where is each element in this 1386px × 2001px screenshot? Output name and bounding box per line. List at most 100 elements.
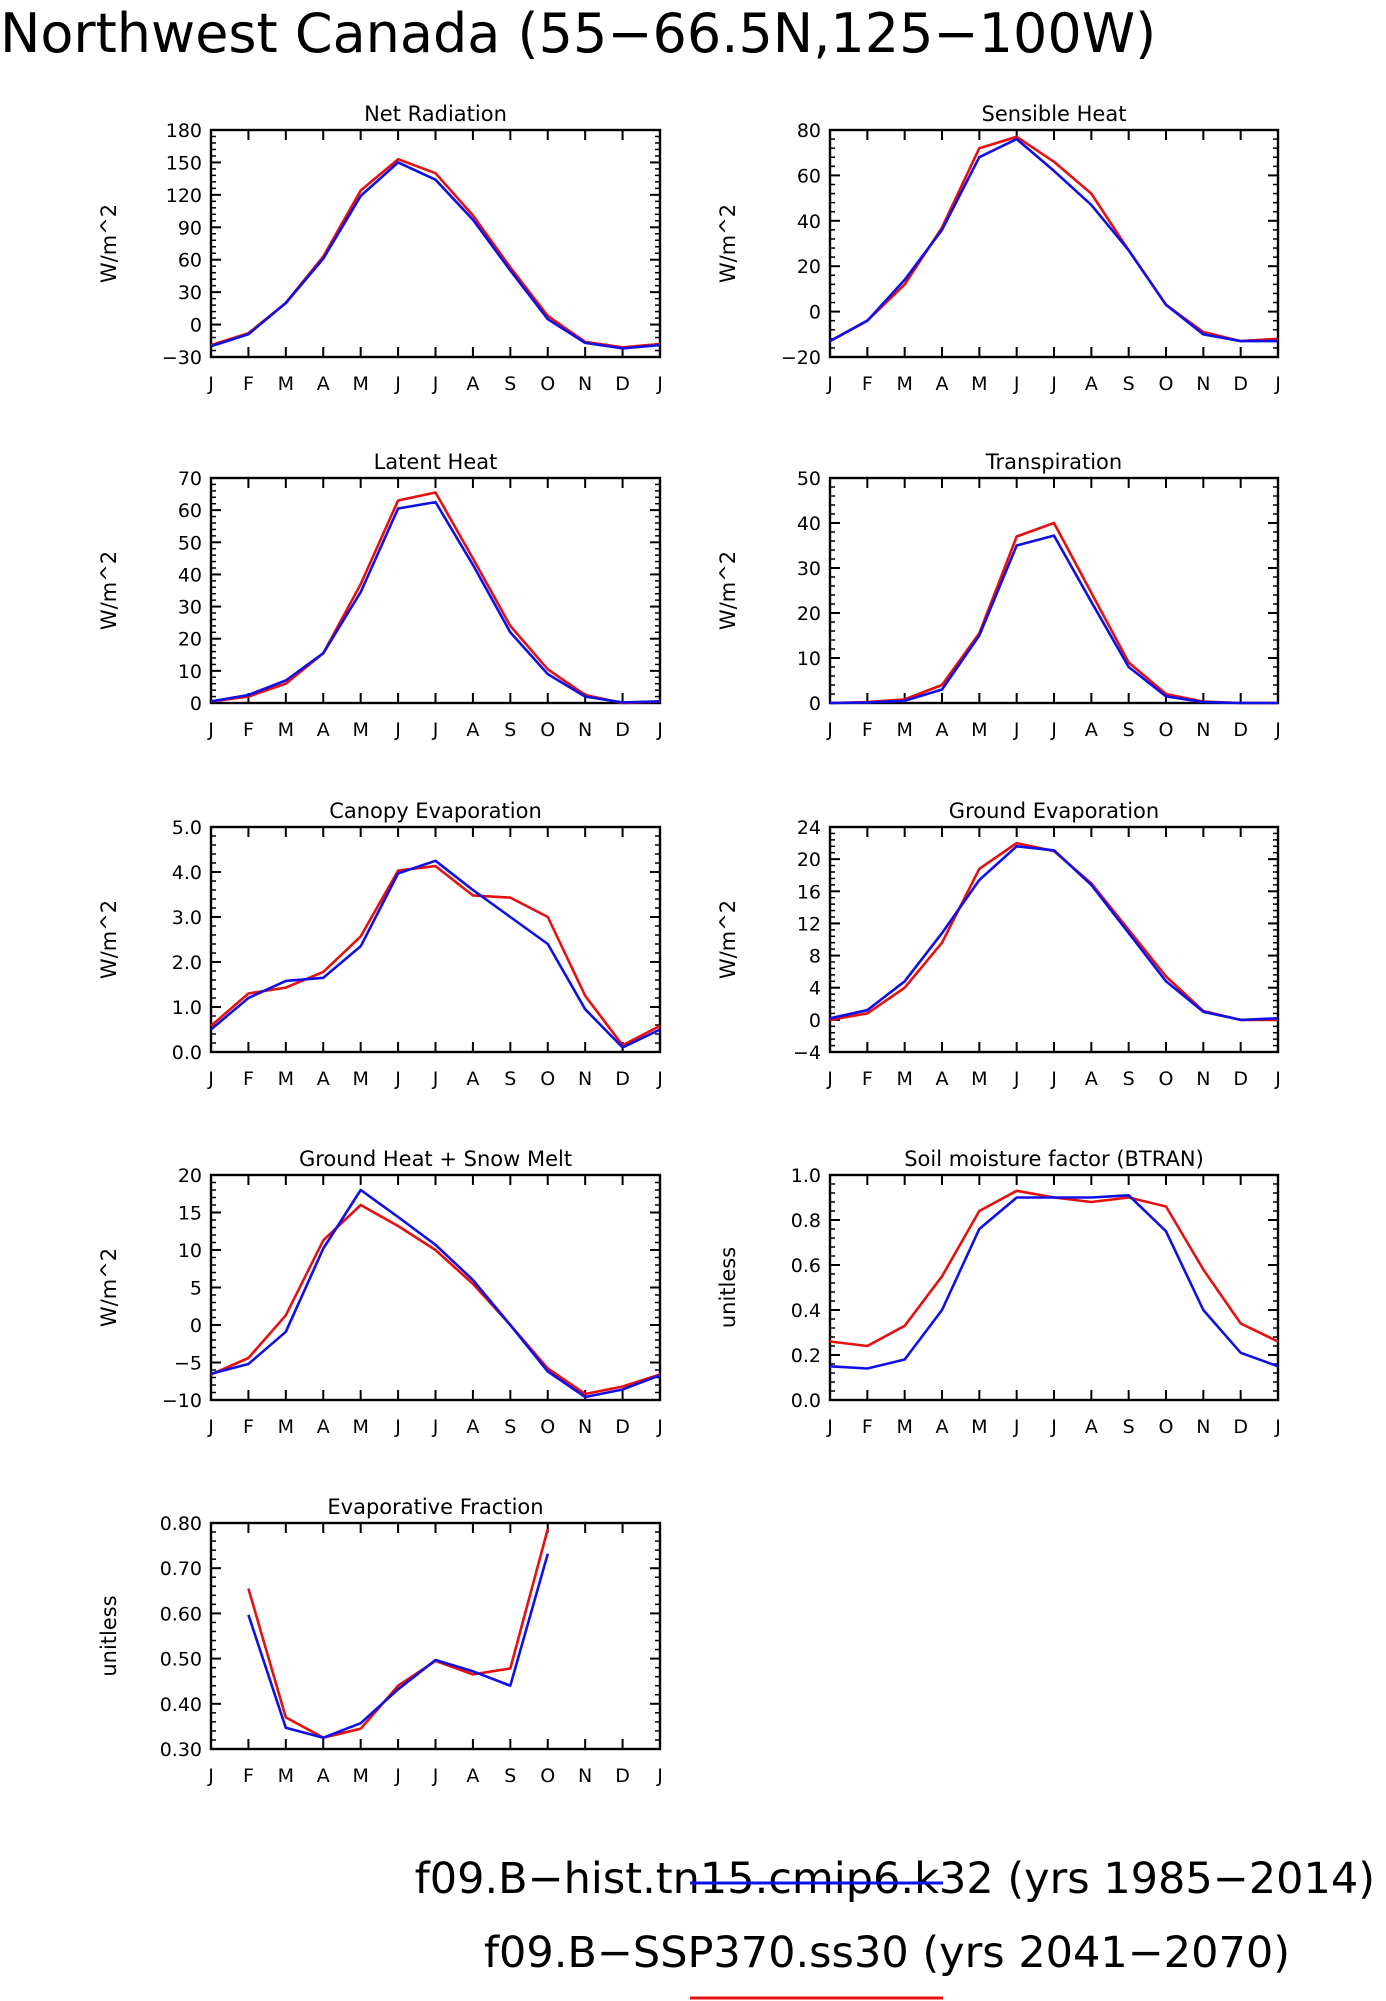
x-tick-label: J <box>656 1416 663 1438</box>
y-tick-label: 0.50 <box>160 1649 202 1671</box>
panel-title: Soil moisture factor (BTRAN) <box>904 1147 1204 1171</box>
y-tick-label: 0 <box>809 302 821 324</box>
chart-panel: J F M A M J J A S O N D J01020304050TranspirationW/m… <box>716 450 1281 741</box>
series-line <box>210 491 661 705</box>
y-tick-label: 60 <box>797 165 821 187</box>
y-tick-label: 40 <box>797 211 821 233</box>
x-tick-label: J <box>1013 1416 1020 1438</box>
x-tick-label: M <box>971 1416 987 1438</box>
x-tick-label: M <box>896 1416 912 1438</box>
x-tick-label: N <box>1196 373 1210 395</box>
x-tick-label: S <box>1123 1416 1135 1438</box>
y-tick-label: 90 <box>178 217 202 239</box>
x-tick-label: M <box>352 1068 368 1090</box>
x-tick-label: J <box>826 1416 833 1438</box>
x-tick-label: J <box>656 373 663 395</box>
x-tick-label: D <box>1233 1068 1248 1090</box>
y-tick-label: 5.0 <box>172 817 202 839</box>
x-tick-label: A <box>317 1068 330 1090</box>
y-tick-label: 4 <box>809 978 821 1000</box>
series-line <box>247 1528 550 1739</box>
y-tick-label: 24 <box>797 817 821 839</box>
x-tick-label: A <box>466 1416 479 1438</box>
y-tick-label: 20 <box>797 256 821 278</box>
x-tick-label: J <box>432 373 439 395</box>
y-tick-label: 20 <box>797 603 821 625</box>
y-tick-label: 12 <box>797 913 821 935</box>
series-line <box>829 1194 1279 1370</box>
x-tick-label: D <box>615 1765 630 1787</box>
x-tick-label: N <box>1196 1068 1210 1090</box>
x-tick-label: M <box>352 1765 368 1787</box>
x-tick-label: J <box>394 719 401 741</box>
series-line <box>829 135 1279 343</box>
x-tick-label: F <box>243 719 254 741</box>
x-tick-label: N <box>1196 1416 1210 1438</box>
x-tick-label: J <box>1013 1068 1020 1090</box>
x-tick-label: M <box>352 1416 368 1438</box>
y-tick-label: 40 <box>178 564 202 586</box>
x-tick-label: M <box>278 1765 294 1787</box>
x-tick-label: M <box>278 1068 294 1090</box>
page-title: Northwest Canada (55−66.5N,125−100W) <box>0 2 1156 65</box>
y-tick-label: 0.6 <box>791 1255 821 1277</box>
plot-frame <box>209 1173 662 1402</box>
series-line <box>210 859 661 1049</box>
y-tick-label: 0.8 <box>791 1210 821 1232</box>
y-tick-label: 0.0 <box>791 1390 821 1412</box>
x-tick-label: N <box>578 373 592 395</box>
x-tick-label: O <box>540 719 555 741</box>
x-tick-label: O <box>540 1416 555 1438</box>
y-tick-label: 15 <box>178 1203 202 1225</box>
x-tick-label: O <box>1159 719 1174 741</box>
panel-title: Canopy Evaporation <box>329 799 542 823</box>
x-tick-label: N <box>1196 719 1210 741</box>
x-tick-label: J <box>1274 719 1281 741</box>
y-tick-label: 0 <box>190 315 202 337</box>
x-tick-label: F <box>243 1765 254 1787</box>
series-line <box>247 1553 550 1739</box>
x-tick-label: F <box>862 1068 873 1090</box>
x-tick-label: A <box>936 719 949 741</box>
x-tick-label: J <box>432 1416 439 1438</box>
x-tick-label: N <box>578 719 592 741</box>
y-tick-label: 1.0 <box>791 1165 821 1187</box>
y-tick-label: 20 <box>178 629 202 651</box>
x-tick-label: A <box>466 719 479 741</box>
y-tick-label: 1.0 <box>172 997 202 1019</box>
panel-title: Evaporative Fraction <box>327 1495 543 1519</box>
y-tick-label: 50 <box>178 532 202 554</box>
x-tick-label: A <box>466 1765 479 1787</box>
x-tick-label: S <box>504 1416 516 1438</box>
x-tick-label: M <box>352 373 368 395</box>
y-axis-label: W/m^2 <box>97 551 121 630</box>
y-tick-label: 0 <box>190 1315 202 1337</box>
x-tick-label: F <box>862 1416 873 1438</box>
x-tick-label: M <box>352 719 368 741</box>
x-tick-label: J <box>826 719 833 741</box>
x-tick-label: A <box>466 1068 479 1090</box>
y-tick-label: 20 <box>797 849 821 871</box>
series-line <box>829 1189 1279 1348</box>
x-tick-label: O <box>1159 1416 1174 1438</box>
y-axis-label: W/m^2 <box>716 900 740 979</box>
x-tick-label: O <box>540 1765 555 1787</box>
y-tick-label: 120 <box>166 185 202 207</box>
x-tick-label: A <box>1085 373 1098 395</box>
y-tick-label: 60 <box>178 500 202 522</box>
x-tick-label: O <box>540 373 555 395</box>
x-tick-label: D <box>615 1416 630 1438</box>
panel-title: Ground Evaporation <box>949 799 1159 823</box>
y-axis-label: W/m^2 <box>716 551 740 630</box>
x-tick-label: J <box>1274 1068 1281 1090</box>
x-tick-label: M <box>278 1416 294 1438</box>
x-tick-label: J <box>207 719 214 741</box>
y-tick-label: 150 <box>166 152 202 174</box>
y-tick-label: 40 <box>797 513 821 535</box>
x-tick-label: J <box>207 1765 214 1787</box>
